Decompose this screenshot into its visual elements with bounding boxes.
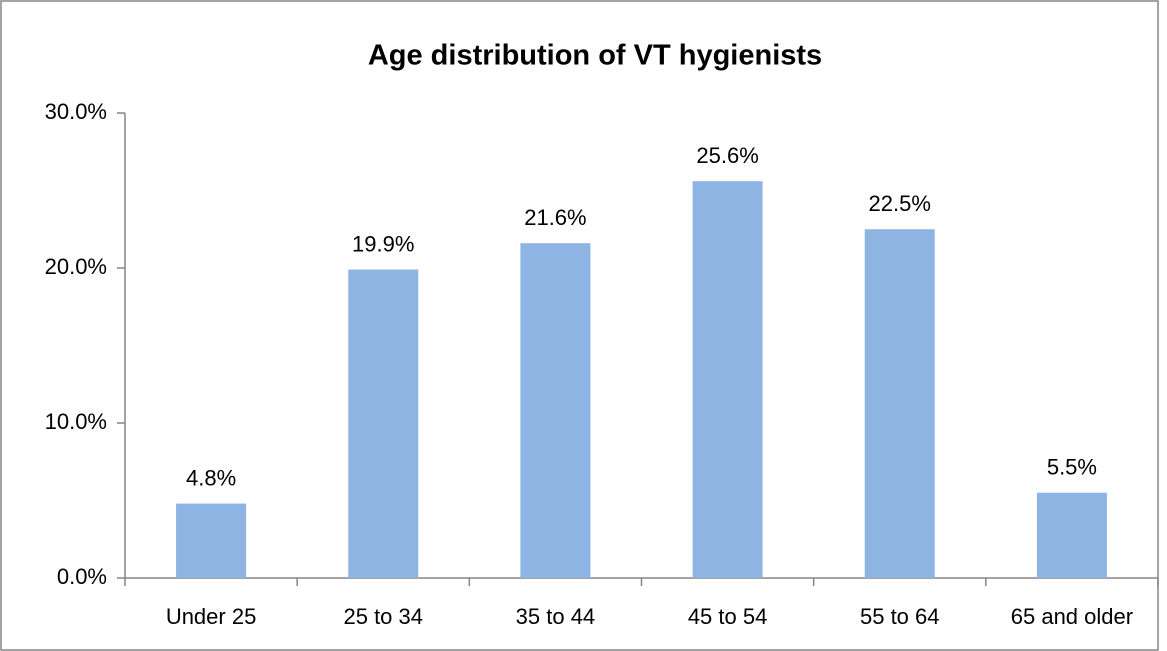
bar: [176, 503, 247, 578]
x-tick-label: Under 25: [166, 604, 257, 629]
data-label: 19.9%: [352, 231, 414, 256]
bar: [348, 269, 419, 578]
y-tick-label: 20.0%: [45, 254, 107, 279]
x-tick-label: 25 to 34: [343, 604, 423, 629]
bar: [520, 243, 591, 578]
y-tick-label: 0.0%: [57, 564, 107, 589]
data-label: 25.6%: [696, 143, 758, 168]
x-tick-label: 35 to 44: [516, 604, 596, 629]
y-tick-label: 30.0%: [45, 99, 107, 124]
bar: [864, 229, 935, 578]
x-tick-label: 65 and older: [1011, 604, 1133, 629]
bar: [692, 181, 763, 578]
y-tick-label: 10.0%: [45, 409, 107, 434]
data-label: 5.5%: [1047, 455, 1097, 480]
bar: [1036, 492, 1107, 578]
data-label: 21.6%: [524, 205, 586, 230]
x-tick-label: 55 to 64: [860, 604, 940, 629]
data-label: 22.5%: [869, 191, 931, 216]
x-tick-label: 45 to 54: [688, 604, 768, 629]
data-label: 4.8%: [186, 465, 236, 490]
chart-title: Age distribution of VT hygienists: [368, 40, 822, 72]
